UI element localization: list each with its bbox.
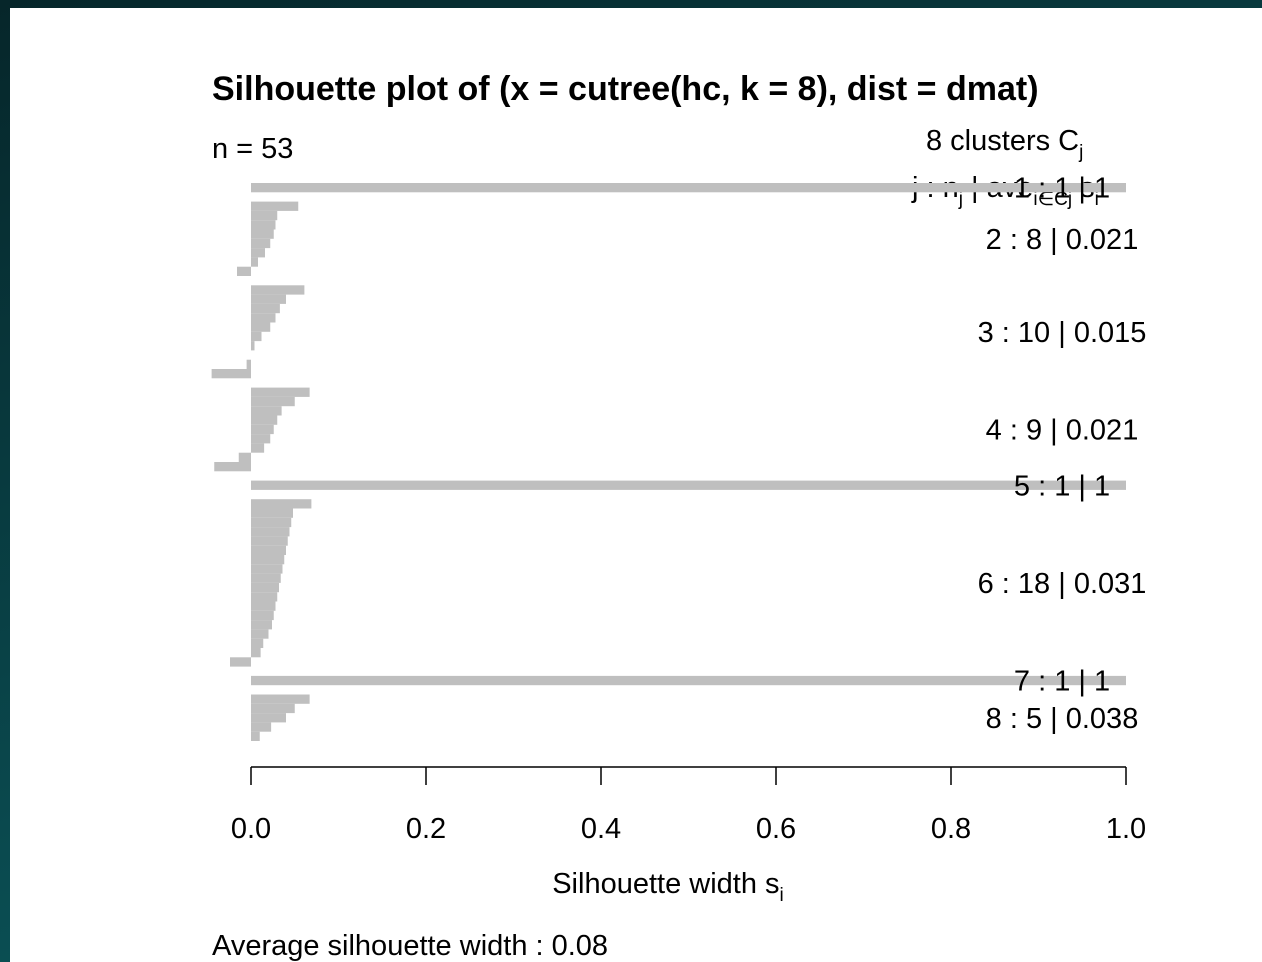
bar	[211, 369, 251, 379]
bar	[251, 601, 276, 611]
bar	[251, 396, 295, 407]
chart-title: Silhouette plot of (x = cutree(hc, k = 8…	[212, 70, 1039, 108]
bar	[251, 387, 310, 397]
legend-header-part: i	[1095, 189, 1099, 210]
bar	[251, 238, 271, 249]
bar	[251, 303, 280, 314]
bar	[251, 406, 282, 416]
bar	[251, 480, 1126, 490]
bar	[251, 424, 274, 435]
bar	[251, 527, 290, 537]
bar	[251, 443, 265, 453]
bar	[251, 201, 299, 211]
bar	[251, 638, 264, 648]
bar	[251, 592, 278, 602]
x-tick-label: 0.4	[581, 813, 621, 845]
bar	[246, 359, 251, 369]
bar	[251, 582, 279, 593]
bar	[251, 285, 305, 295]
cluster-label: 3 : 10 | 0.015	[978, 317, 1147, 349]
x-tick-label: 0.2	[406, 813, 446, 845]
x-label-text: Silhouette width s	[552, 868, 779, 900]
bar	[251, 694, 310, 704]
bar	[251, 629, 269, 639]
bar	[251, 257, 258, 267]
bar	[251, 713, 286, 723]
legend-title-sub: j	[1078, 142, 1083, 163]
bar	[251, 573, 281, 583]
x-tick-label: 0.6	[756, 813, 796, 845]
legend-header-part: j	[958, 189, 963, 210]
bar	[230, 657, 251, 667]
bar	[251, 415, 278, 425]
bar	[251, 341, 255, 351]
bar	[251, 229, 274, 239]
bar	[251, 248, 265, 258]
bar	[238, 452, 251, 462]
bar	[214, 462, 251, 472]
bar	[251, 210, 278, 221]
bar	[251, 610, 274, 621]
cluster-label: 7 : 1 | 1	[1014, 666, 1110, 698]
bar	[251, 499, 312, 509]
cluster-label: 4 : 9 | 0.021	[986, 414, 1139, 446]
bar	[251, 648, 261, 658]
x-tick-label: 0.0	[231, 813, 271, 845]
legend-title-text: 8 clusters C	[926, 125, 1079, 157]
legend-title: 8 clusters Cj	[926, 125, 1083, 163]
x-tick-label: 0.8	[931, 813, 971, 845]
bar	[251, 675, 1126, 686]
bar	[251, 331, 262, 342]
bar	[251, 508, 293, 518]
bar	[251, 564, 283, 574]
n-label: n = 53	[212, 133, 293, 165]
x-label-sub: i	[780, 885, 784, 906]
bar	[251, 703, 295, 714]
bar	[251, 536, 288, 546]
cluster-label: 2 : 8 | 0.021	[986, 224, 1139, 256]
cluster-label: 1 : 1 | 1	[1014, 173, 1110, 205]
bar	[251, 555, 285, 565]
bar	[251, 722, 272, 732]
bar	[237, 266, 251, 276]
cluster-label: 6 : 18 | 0.031	[978, 568, 1147, 600]
bar	[251, 294, 286, 304]
bar	[251, 517, 292, 528]
cluster-label: 5 : 1 | 1	[1014, 470, 1110, 502]
bar	[251, 731, 260, 741]
cluster-label: 8 : 5 | 0.038	[986, 703, 1139, 735]
bar	[251, 313, 276, 323]
footer: Average silhouette width : 0.08	[212, 930, 608, 962]
x-tick-label: 1.0	[1106, 813, 1146, 845]
bar	[251, 620, 272, 630]
bar	[251, 434, 271, 444]
bar	[251, 322, 271, 332]
bar	[251, 220, 276, 230]
x-axis-label: Silhouette width si	[552, 868, 784, 906]
legend-header-part: i∈Cj	[1033, 189, 1072, 210]
bar	[251, 183, 1126, 193]
bar	[251, 545, 286, 555]
